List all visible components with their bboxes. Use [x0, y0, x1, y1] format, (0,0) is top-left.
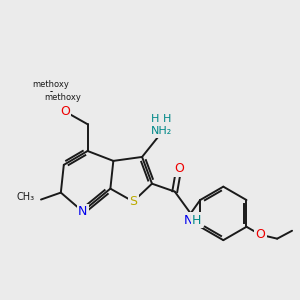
Text: H: H [192, 214, 201, 227]
Text: methoxy: methoxy [44, 93, 81, 102]
Text: O: O [174, 162, 184, 175]
Text: N: N [184, 214, 193, 227]
Text: NH₂: NH₂ [151, 126, 172, 136]
Text: S: S [129, 195, 137, 208]
Text: methoxy: methoxy [32, 80, 69, 89]
Text: O: O [255, 228, 265, 241]
Text: H: H [151, 114, 159, 124]
Text: O: O [60, 105, 70, 118]
Text: H: H [163, 114, 171, 124]
Text: N: N [78, 205, 87, 218]
Text: CH₃: CH₃ [17, 192, 35, 202]
